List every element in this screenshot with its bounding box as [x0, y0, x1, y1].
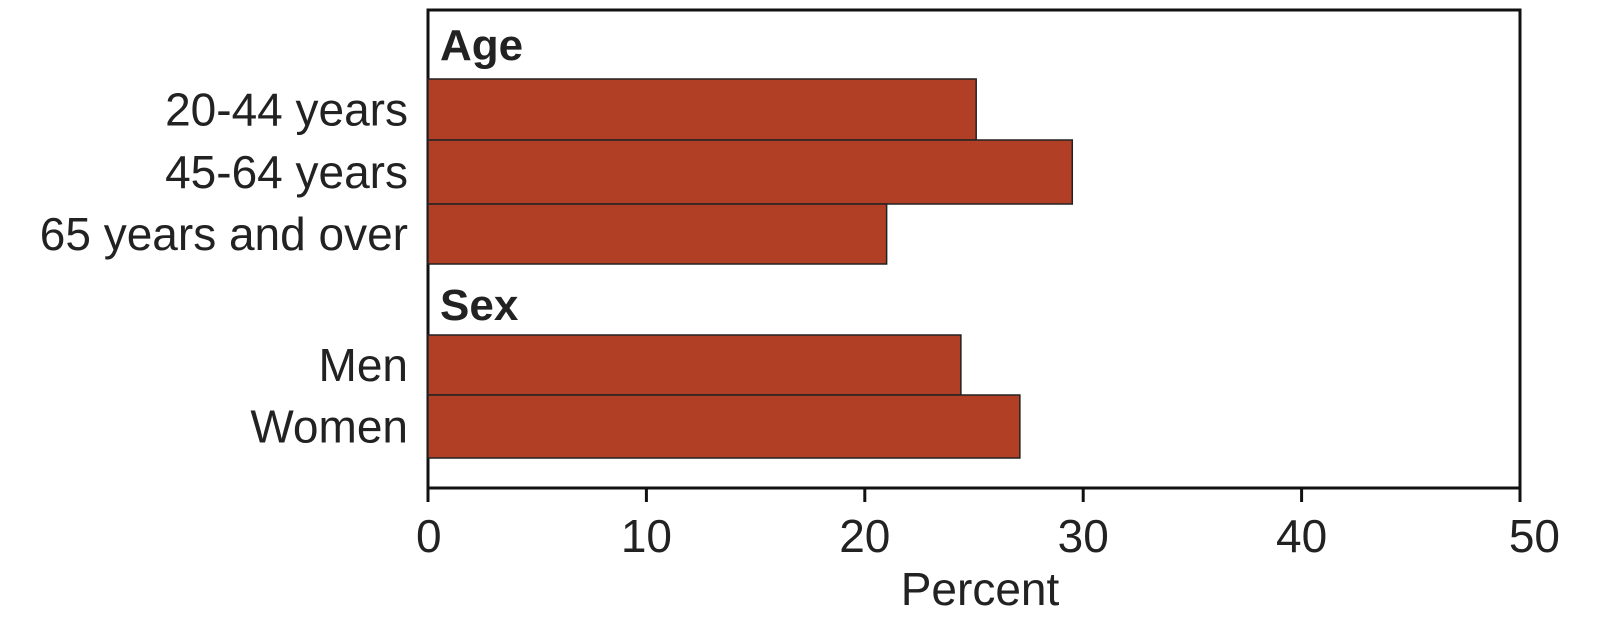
x-axis-title: Percent — [901, 563, 1060, 615]
x-tick-label-40: 40 — [1276, 510, 1327, 562]
labels-layer: Age 20-44 years 45-64 years 65 years and ov… — [40, 21, 523, 453]
bars-layer — [427, 78, 1074, 459]
x-axis: 0 10 20 30 40 50 — [416, 488, 1560, 562]
bar-women — [427, 394, 1021, 459]
bar-45-64-years — [427, 139, 1074, 205]
bar-20-44-years — [427, 78, 977, 141]
category-label-65-years-and-over: 65 years and over — [40, 208, 408, 260]
x-tick-label-30: 30 — [1058, 510, 1109, 562]
group-label-sex: Sex — [440, 281, 519, 330]
x-tick-label-10: 10 — [621, 510, 672, 562]
group-label-age: Age — [440, 21, 523, 70]
category-label-men: Men — [319, 339, 408, 391]
category-label-women: Women — [250, 401, 408, 453]
x-tick-label-50: 50 — [1509, 510, 1560, 562]
bar-65-years-and-over — [427, 203, 888, 265]
bar-men — [427, 334, 962, 396]
x-tick-label-20: 20 — [839, 510, 890, 562]
category-label-45-64-years: 45-64 years — [165, 146, 408, 198]
x-tick-label-0: 0 — [416, 510, 442, 562]
category-label-20-44-years: 20-44 years — [165, 84, 408, 136]
